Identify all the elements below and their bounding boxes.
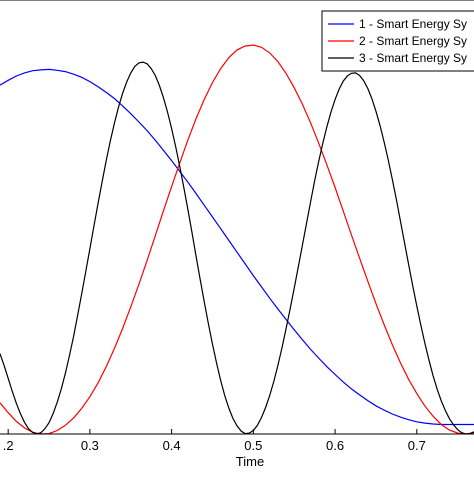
x-axis-label: Time [236, 454, 264, 469]
series-line-3 [0, 61, 474, 435]
legend-label-1: 1 - Smart Energy Sy [359, 17, 467, 31]
x-tick-label: 0.7 [408, 438, 426, 453]
legend-box [321, 10, 474, 72]
x-tick-label: .2 [3, 438, 14, 453]
legend-label-2: 2 - Smart Energy Sy [359, 34, 467, 48]
legend: 1 - Smart Energy Sy 2 - Smart Energy Sy 3 … [321, 10, 474, 72]
x-tick-label: 0.5 [244, 438, 262, 453]
series-layer [0, 44, 474, 435]
x-tick-label: 0.6 [326, 438, 344, 453]
x-tick-label: 0.4 [163, 438, 181, 453]
axes-layer [0, 0, 474, 435]
legend-items: 1 - Smart Energy Sy 2 - Smart Energy Sy 3 … [328, 17, 467, 65]
x-ticks: .2 0.3 0.4 0.5 0.6 0.7 [3, 429, 426, 453]
x-tick-label: 0.3 [81, 438, 99, 453]
legend-label-3: 3 - Smart Energy Sy [359, 51, 467, 65]
series-line-1 [0, 68, 474, 426]
series-line-2 [0, 44, 474, 435]
